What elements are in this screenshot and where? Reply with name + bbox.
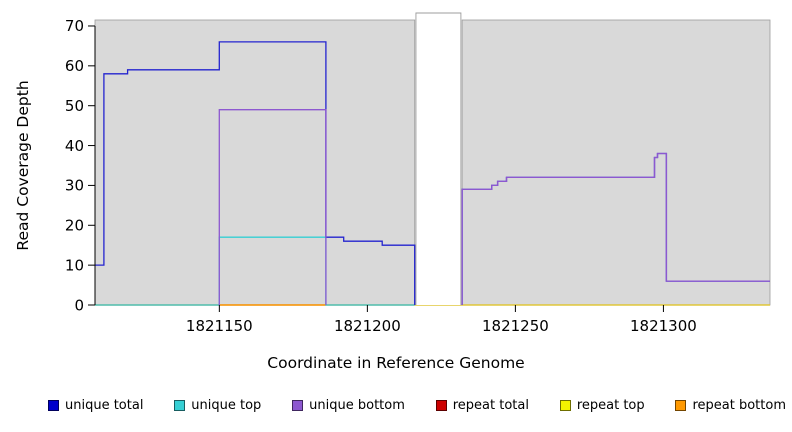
coverage-gap [415,13,461,305]
panel-left [94,19,416,306]
legend-swatch-icon [435,400,447,411]
legend-label: repeat bottom [692,398,786,413]
legend-item-repeat-total: repeat total [435,398,529,413]
y-axis-label: Read Coverage Depth [14,80,32,250]
legend-label: repeat total [452,398,529,413]
legend-label: repeat top [576,398,645,413]
y-tick-label: 10 [65,256,84,274]
x-tick-label: 1821300 [630,317,697,335]
legend-item-unique-bottom: unique bottom [292,398,405,413]
legend-label: unique top [191,398,262,413]
legend-swatch-icon [48,400,59,411]
x-tick-label: 1821200 [334,317,401,335]
y-tick-label: 40 [65,137,84,155]
legend-item-unique-top: unique top [174,398,261,413]
legend-item-repeat-top: repeat top [559,398,645,413]
coverage-gap-outline [415,12,462,305]
chart-svg: 0 10 20 30 40 50 60 70 1821150 1821200 1821250 1821… [14,12,771,335]
legend-item-repeat-bottom: repeat bottom [675,398,786,413]
legend-swatch-icon [675,400,687,411]
legend-item-unique-total: unique total [48,398,143,413]
series-unique-bottom [218,109,770,305]
y-tick-label: 50 [65,97,84,115]
legend-label: unique bottom [309,398,405,413]
y-tick-label: 20 [65,217,84,235]
y-tick-label: 70 [65,17,84,35]
x-tick-label: 1821150 [186,317,253,335]
panel-right [461,19,771,306]
legend-swatch-icon [174,400,186,411]
legend-swatch-icon [292,400,304,411]
legend-label: unique total [65,398,144,413]
y-tick-label: 30 [65,177,84,195]
x-tick-label: 1821250 [482,317,549,335]
legend-swatch-icon [559,400,571,411]
series-unique-top [95,236,415,306]
y-tick-label: 60 [65,57,84,75]
legend: unique total unique top unique bottom repea… [48,398,786,413]
y-tick-label: 0 [74,296,84,314]
x-axis-label: Coordinate in Reference Genome [267,354,525,372]
